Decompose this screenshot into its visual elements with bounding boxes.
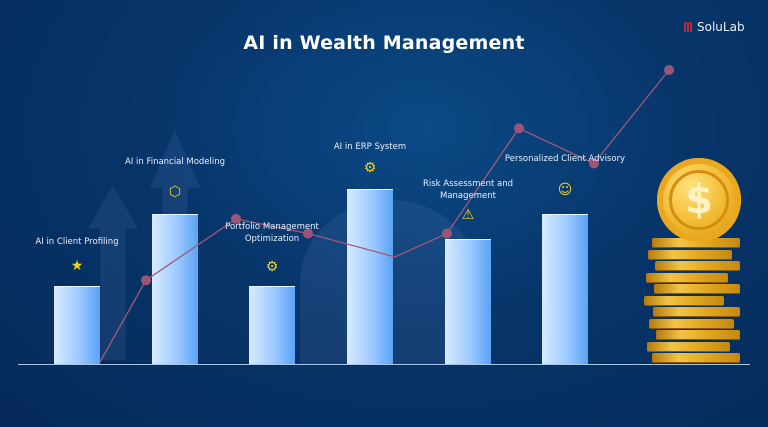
item-label: Risk Assessment and Management — [422, 179, 513, 201]
coin — [648, 249, 732, 260]
trend-point — [664, 65, 674, 75]
bar — [542, 214, 588, 364]
coin — [652, 353, 740, 363]
bar — [152, 214, 198, 364]
coin — [653, 307, 740, 317]
trend-point — [442, 228, 452, 239]
bar — [347, 189, 393, 364]
coin — [646, 272, 728, 283]
trend-point — [231, 213, 241, 224]
item-label: Portfolio Management Optimization — [225, 222, 319, 244]
brand-logo: SoluLab — [684, 20, 745, 34]
item-label: AI in ERP System — [333, 142, 407, 152]
item-label: Personalized Client Advisory — [504, 154, 626, 164]
user-star-icon: ★ — [70, 258, 84, 274]
bar — [445, 239, 491, 364]
erp-gear-icon: ⚙ — [363, 160, 377, 176]
document-warning-icon: ⚠ — [461, 207, 475, 223]
item-label: AI in Financial Modeling — [124, 157, 226, 167]
coin — [654, 284, 740, 294]
trend-point — [141, 275, 151, 286]
page-title: AI in Wealth Management — [243, 32, 525, 54]
network-coin-icon: ⬡ — [168, 184, 182, 200]
trend-point — [514, 123, 524, 134]
trend-point — [303, 228, 313, 239]
baseline — [18, 364, 750, 365]
brand-name: SoluLab — [697, 20, 745, 34]
coin — [652, 238, 740, 248]
dollar-symbol: $ — [669, 170, 729, 230]
dollar-coin-icon: $ — [657, 158, 741, 242]
gear-check-icon: ⚙ — [265, 259, 279, 275]
coin — [647, 341, 730, 352]
coin — [649, 318, 734, 329]
coin — [644, 295, 724, 306]
bar — [54, 286, 100, 364]
bar — [249, 286, 295, 364]
coin — [655, 261, 740, 271]
advisor-icon: ☺ — [557, 182, 573, 198]
logo-icon — [684, 22, 693, 32]
item-label: AI in Client Profiling — [35, 237, 119, 247]
coin — [656, 330, 740, 340]
trend-point — [589, 158, 599, 169]
trend-path — [99, 69, 670, 363]
